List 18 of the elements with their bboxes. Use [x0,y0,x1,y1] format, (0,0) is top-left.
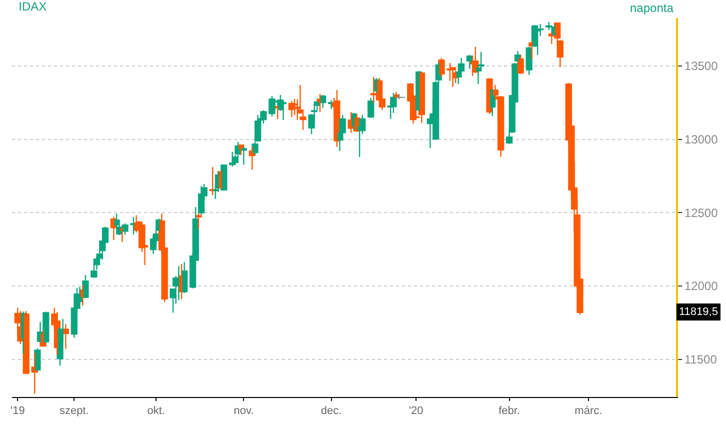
candlestick [220,164,228,192]
x-tick-label: febr. [498,405,520,418]
y-tick-label: 12000 [684,279,718,294]
chart-subtitle: naponta [630,1,674,15]
y-tick-label: 12500 [684,206,718,220]
x-tick-label: '19 [10,405,25,418]
y-tick-label: 13500 [684,59,718,74]
x-tick-label: okt. [147,405,165,418]
x-tick-label: dec. [320,405,342,418]
chart-title: IDAX [18,0,47,14]
y-tick-label: 13000 [684,132,718,146]
x-tick-label: nov. [234,405,254,418]
candlestick [90,260,98,278]
x-tick-label: '20 [408,405,424,418]
x-tick-label: márc. [574,405,602,418]
y-tick-label: 11500 [684,352,718,367]
text: 11819,5 [679,306,718,318]
x-tick-label: szept. [59,405,89,418]
